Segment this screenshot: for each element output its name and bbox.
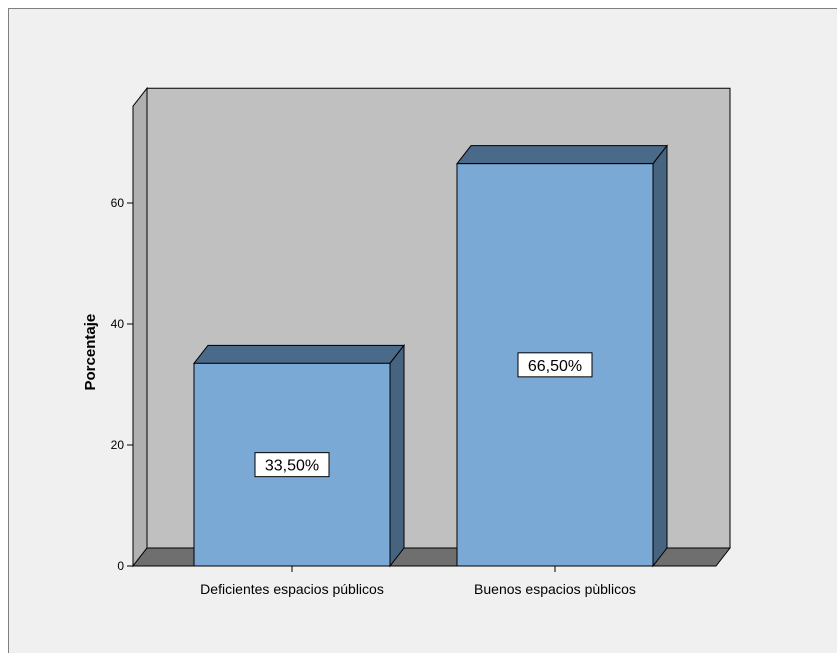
data-label-box <box>517 352 593 378</box>
y-axis-ticks: 0 20 40 60 <box>111 196 133 573</box>
bars-group: 33,50% 66,50% <box>192 144 669 568</box>
y-tick-label: 60 <box>111 196 125 210</box>
bar-chart: 0 20 40 60 33,50% 66,50% Deficientes espacio… <box>82 86 732 597</box>
data-label-box <box>254 452 330 478</box>
chart-left-wall <box>132 86 148 568</box>
y-tick-label: 40 <box>111 317 125 331</box>
data-label: 66,50% <box>528 358 582 375</box>
bar-side-face <box>652 144 668 568</box>
y-axis-title: Porcentaje <box>82 314 99 391</box>
bar-side-face <box>389 343 405 568</box>
y-tick-label: 20 <box>111 438 125 452</box>
x-axis-labels: Deficientes espacios públicos Buenos espa… <box>200 566 636 597</box>
data-label: 33,50% <box>265 458 319 475</box>
y-tick-label: 0 <box>117 559 124 573</box>
chart-frame: 0 20 40 60 33,50% 66,50% Deficientes espacio… <box>8 8 837 653</box>
x-category-label: Buenos espacios pùblicos <box>474 581 636 597</box>
bar: 33,50% <box>192 343 406 568</box>
x-category-label: Deficientes espacios públicos <box>200 581 384 597</box>
bar-top-face <box>455 145 669 165</box>
bar-top-face <box>192 344 406 364</box>
bar: 66,50% <box>455 144 669 568</box>
